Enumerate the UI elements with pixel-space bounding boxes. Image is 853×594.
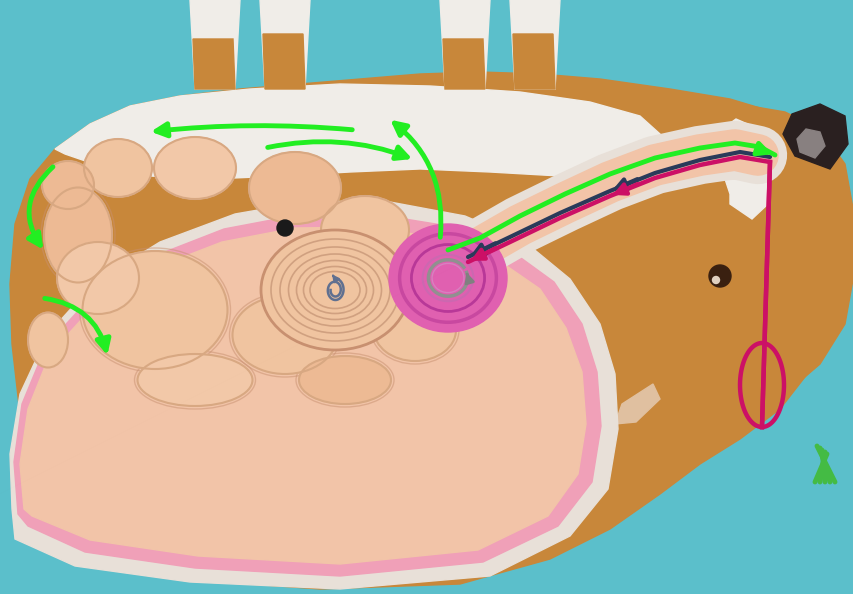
Ellipse shape xyxy=(57,242,139,314)
Polygon shape xyxy=(263,34,305,89)
Ellipse shape xyxy=(321,196,409,264)
Polygon shape xyxy=(10,72,849,589)
Polygon shape xyxy=(55,84,659,179)
Ellipse shape xyxy=(232,296,337,374)
Ellipse shape xyxy=(398,231,471,289)
Polygon shape xyxy=(20,227,585,564)
Ellipse shape xyxy=(299,356,391,404)
Ellipse shape xyxy=(42,161,94,209)
Polygon shape xyxy=(796,129,824,158)
Circle shape xyxy=(276,220,293,236)
Polygon shape xyxy=(193,39,235,89)
Ellipse shape xyxy=(83,251,227,369)
Ellipse shape xyxy=(28,312,68,368)
Polygon shape xyxy=(14,214,601,576)
Polygon shape xyxy=(719,119,767,219)
Polygon shape xyxy=(10,201,618,589)
Polygon shape xyxy=(189,0,240,89)
Ellipse shape xyxy=(137,354,252,406)
Circle shape xyxy=(711,276,719,283)
Polygon shape xyxy=(649,106,853,406)
Ellipse shape xyxy=(154,137,235,199)
Polygon shape xyxy=(439,0,490,89)
Polygon shape xyxy=(614,384,659,424)
Ellipse shape xyxy=(84,139,152,197)
Polygon shape xyxy=(509,0,560,89)
Ellipse shape xyxy=(389,224,507,332)
Polygon shape xyxy=(607,379,664,432)
Polygon shape xyxy=(782,104,847,169)
Ellipse shape xyxy=(44,188,112,283)
Ellipse shape xyxy=(249,152,340,224)
Ellipse shape xyxy=(374,299,456,361)
Polygon shape xyxy=(259,0,310,89)
Circle shape xyxy=(708,265,730,287)
Polygon shape xyxy=(513,34,554,89)
Polygon shape xyxy=(443,39,485,89)
Ellipse shape xyxy=(261,230,409,350)
